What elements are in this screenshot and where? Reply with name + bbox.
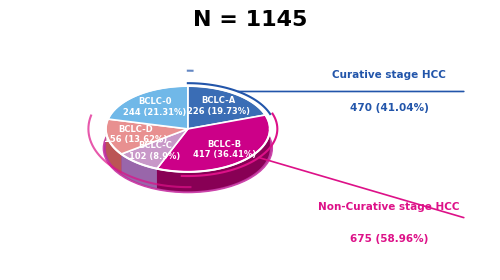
Text: BCLC-C
102 (8.9%): BCLC-C 102 (8.9%) (129, 141, 180, 160)
Text: 675 (58.96%): 675 (58.96%) (350, 234, 428, 244)
Polygon shape (122, 129, 188, 169)
Text: BCLC-D
156 (13.62%): BCLC-D 156 (13.62%) (104, 125, 167, 144)
Polygon shape (122, 154, 157, 188)
Ellipse shape (104, 104, 272, 193)
Text: Curative stage HCC: Curative stage HCC (332, 70, 446, 80)
Ellipse shape (108, 107, 268, 190)
Polygon shape (188, 86, 266, 129)
Polygon shape (106, 129, 122, 173)
Text: 470 (41.04%): 470 (41.04%) (350, 102, 428, 113)
Text: Non-Curative stage HCC: Non-Curative stage HCC (318, 202, 460, 212)
Polygon shape (108, 86, 188, 129)
Polygon shape (157, 115, 270, 172)
Text: BCLC-A
226 (19.73%): BCLC-A 226 (19.73%) (188, 97, 250, 116)
Text: BCLC-0
244 (21.31%): BCLC-0 244 (21.31%) (123, 97, 186, 117)
Polygon shape (106, 119, 188, 154)
Text: N = 1145: N = 1145 (193, 10, 307, 30)
Polygon shape (157, 130, 270, 191)
Text: BCLC-B
417 (36.41%): BCLC-B 417 (36.41%) (193, 139, 256, 159)
